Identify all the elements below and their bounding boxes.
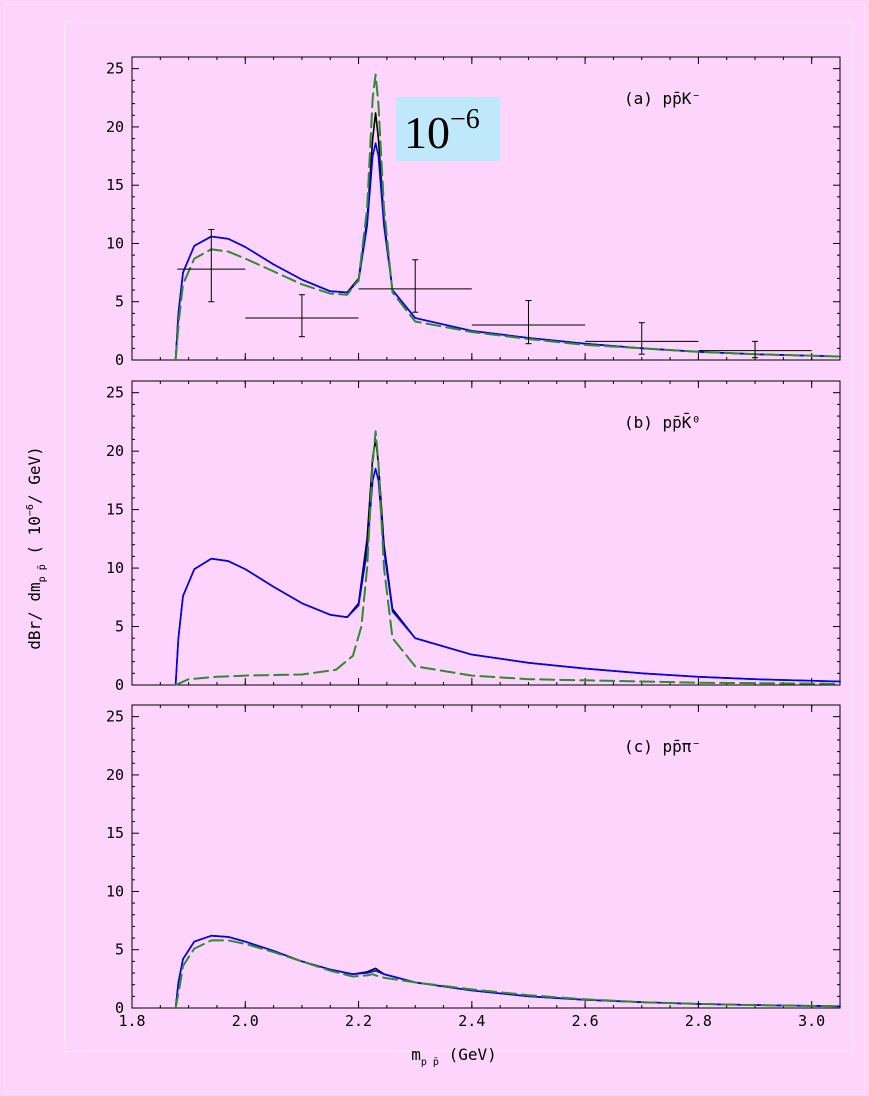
x-tick-label: 2.8: [685, 1012, 712, 1030]
y-tick-label: 0: [115, 999, 124, 1017]
scale-badge-background: [396, 97, 500, 161]
y-tick-label: 0: [115, 351, 124, 369]
x-tick-label: 3.0: [798, 1012, 825, 1030]
y-tick-label: 0: [115, 676, 124, 694]
panel-c: 0 5 10 15 20 25 1.8 2.0 2.2 2.4 2.6 2.8 3.0 (c) pp̄π⁻: [106, 704, 841, 1030]
panel-b: 0 5 10 15 20 25 (b) pp̄K̄⁰: [106, 380, 841, 694]
y-tick-label: 10: [106, 882, 124, 900]
y-tick-label: 10: [106, 559, 124, 577]
x-tick-label: 2.6: [572, 1012, 599, 1030]
y-tick-label: 5: [115, 293, 124, 311]
scale-badge-text: 10−6: [404, 104, 480, 158]
series-line-1: [174, 112, 841, 361]
series-line-1: [174, 438, 841, 686]
x-tick-label: 2.0: [232, 1012, 259, 1030]
y-tick-label: 10: [106, 234, 124, 252]
panel-a: 0 5 10 15 20 25 (a) pp̄K⁻: [106, 56, 841, 369]
series-line-3: [174, 430, 841, 686]
series-line-2: [174, 142, 841, 361]
y-tick-label: 15: [106, 176, 124, 194]
series-line-3: [174, 73, 841, 361]
y-tick-label: 20: [106, 442, 124, 460]
x-tick-label: 1.8: [118, 1012, 145, 1030]
figure-frame: [4, 4, 865, 1092]
y-tick-label: 25: [106, 708, 124, 726]
series-line-2: [174, 934, 841, 1009]
scale-badge: 10−6: [396, 97, 500, 161]
x-tick-label: 2.2: [345, 1012, 372, 1030]
y-tick-label: 25: [106, 384, 124, 402]
y-tick-label: 20: [106, 766, 124, 784]
series-line-1: [174, 934, 841, 1009]
y-axis-label: dBr/ dmp p̄ ( 10−6/ GeV): [25, 446, 48, 650]
y-tick-label: 15: [106, 501, 124, 519]
y-tick-label: 20: [106, 118, 124, 136]
y-tick-label: 5: [115, 941, 124, 959]
series-line-2: [174, 467, 841, 686]
y-tick-label: 25: [106, 60, 124, 78]
series-line-3: [174, 939, 841, 1009]
figure-inner-frame: [64, 21, 853, 1052]
panel-label: (a) pp̄K⁻: [624, 89, 701, 108]
plot-frame: [131, 380, 841, 686]
x-tick-label: 2.4: [458, 1012, 485, 1030]
y-tick-label: 5: [115, 618, 124, 636]
x-axis-label: mp p̄ (GeV): [411, 1045, 497, 1068]
y-tick-label: 15: [106, 824, 124, 842]
panel-label: (c) pp̄π⁻: [624, 737, 701, 756]
plot-frame: [131, 704, 841, 1009]
panel-label: (b) pp̄K̄⁰: [624, 413, 701, 432]
